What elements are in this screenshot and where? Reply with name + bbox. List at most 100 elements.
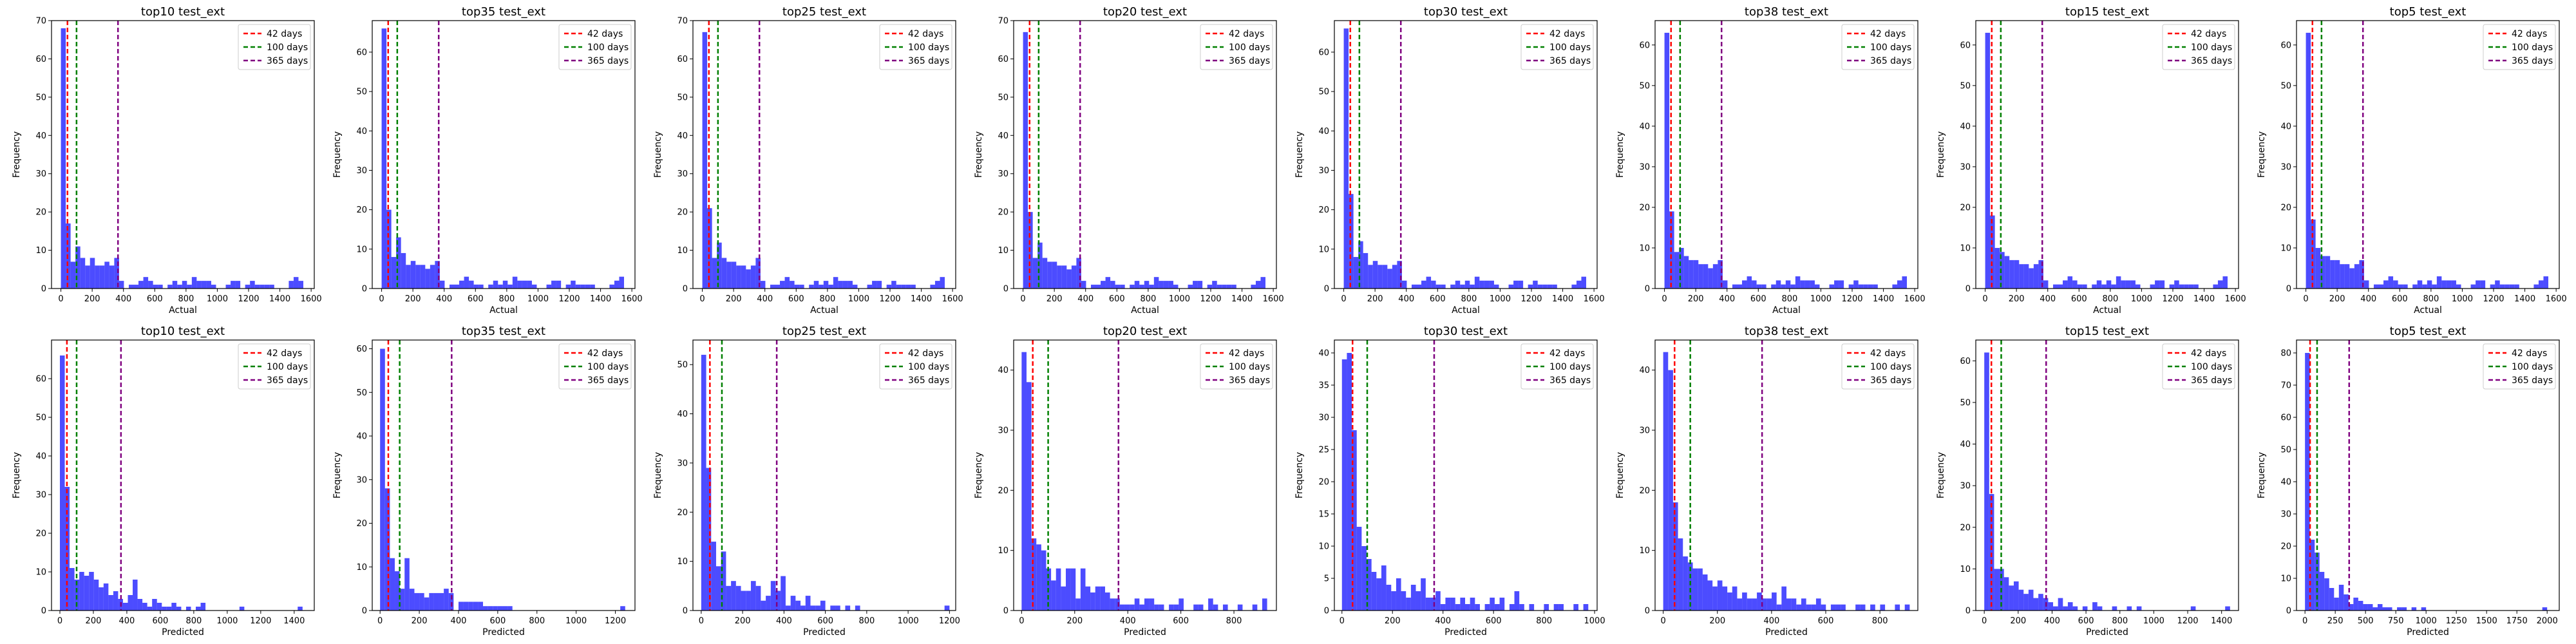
- x-tick-label: 1200: [939, 616, 960, 626]
- histogram-bar: [85, 265, 90, 289]
- legend-label-365-days: 365 days: [2191, 375, 2232, 386]
- histogram-bar: [2309, 540, 2315, 611]
- x-tick-label: 1250: [2446, 616, 2467, 626]
- histogram-bar: [2092, 284, 2097, 289]
- subplot-actual-7: 0 200 400 600 800 1000 1200 1400 1600 0 10 20 30 40 50…: [1936, 5, 2246, 316]
- histogram-bar: [1066, 269, 1072, 289]
- legend-label-42-days: 42 days: [908, 29, 943, 39]
- histogram-bar: [128, 595, 133, 611]
- histogram-bar: [531, 284, 537, 289]
- histogram-bar: [1742, 592, 1747, 611]
- histogram-bar: [1252, 604, 1258, 611]
- legend-label-100-days: 100 days: [2191, 362, 2232, 372]
- histogram-bar: [2387, 607, 2392, 611]
- histogram-bar: [2096, 280, 2102, 289]
- histogram-bar: [206, 281, 211, 289]
- histogram-bar: [473, 601, 478, 611]
- legend-label-365-days: 365 days: [1870, 56, 1911, 66]
- legend-label-365-days: 365 days: [267, 56, 308, 66]
- y-tick-label: 0: [1645, 285, 1650, 294]
- x-tick-label: 600: [153, 616, 169, 626]
- axes-frame: [1013, 20, 1277, 289]
- histogram-bar: [1445, 598, 1451, 611]
- histogram-bar: [399, 589, 405, 611]
- x-tick-label: 1200: [605, 616, 626, 626]
- y-tick-label: 25: [1318, 446, 1329, 455]
- legend-label-365-days: 365 days: [1549, 375, 1591, 386]
- legend-label-100-days: 100 days: [1229, 43, 1270, 53]
- legend-label-100-days: 100 days: [1229, 362, 1270, 372]
- histogram-bar: [867, 285, 873, 289]
- x-tick-label: 2000: [2537, 616, 2558, 626]
- y-axis-label: Frequency: [2257, 131, 2267, 178]
- histogram-bar: [449, 284, 455, 289]
- histogram-bar: [444, 589, 449, 611]
- x-tick-label: 200: [2329, 294, 2345, 304]
- histogram-bar: [1752, 598, 1757, 611]
- histogram-bar: [1712, 586, 1718, 611]
- histogram-bar: [1090, 285, 1096, 289]
- axes-frame: [372, 20, 636, 289]
- histogram-bar: [2004, 256, 2010, 289]
- histogram-bar: [289, 281, 294, 289]
- histogram-bar: [1363, 252, 1368, 289]
- histogram-bar: [502, 606, 508, 611]
- histogram-bar: [2344, 264, 2350, 289]
- subplot-title: top20 test_ext: [1103, 5, 1187, 19]
- histogram-bar: [1672, 502, 1678, 611]
- histogram-bar: [706, 468, 712, 611]
- histogram-bar: [2417, 280, 2423, 289]
- histogram-bar: [1679, 247, 1684, 289]
- histogram-bar: [1698, 264, 1703, 289]
- histogram-bar: [2106, 280, 2112, 289]
- x-tick-label: 1000: [1584, 616, 1605, 626]
- histogram-bar: [800, 605, 806, 611]
- y-tick-label: 50: [356, 388, 367, 398]
- histogram-bar: [2363, 604, 2368, 611]
- x-tick-label: 800: [1140, 294, 1156, 304]
- legend-label-42-days: 42 days: [587, 348, 623, 359]
- histogram-bar: [2048, 602, 2054, 611]
- y-tick-label: 30: [2280, 162, 2291, 172]
- histogram-bar: [1430, 598, 1436, 611]
- legend-label-365-days: 365 days: [587, 375, 629, 386]
- x-tick-label: 1500: [2476, 616, 2497, 626]
- histogram-bar: [1785, 280, 1791, 289]
- y-tick-label: 10: [35, 568, 46, 578]
- histogram-bar: [2018, 589, 2024, 611]
- x-tick-label: 800: [1781, 294, 1797, 304]
- subplot-actual-6: 0 200 400 600 800 1000 1200 1400 1600 0 10 20 30 40 50…: [1615, 5, 1926, 316]
- x-tick-label: 1000: [2143, 616, 2164, 626]
- legend-box: [238, 343, 311, 390]
- histogram-bar: [2388, 276, 2394, 289]
- histogram-bar: [1772, 592, 1777, 611]
- x-tick-label: 200: [1367, 294, 1383, 304]
- histogram-bar: [1026, 382, 1032, 611]
- x-tick-label: 1600: [1263, 294, 1284, 304]
- y-tick-label: 15: [1318, 510, 1329, 520]
- x-tick-label: 1400: [2514, 294, 2535, 304]
- legend-label-100-days: 100 days: [267, 362, 308, 372]
- histogram-bar: [717, 242, 722, 289]
- histogram-bar: [1573, 604, 1578, 611]
- histogram-bar: [2126, 606, 2132, 611]
- histogram-bar: [1120, 285, 1125, 289]
- histogram-bar: [741, 591, 746, 611]
- histogram-bar: [2000, 252, 2005, 289]
- histogram-bar: [551, 280, 556, 289]
- histogram-bar: [1571, 284, 1577, 289]
- histogram-bar: [1544, 604, 1549, 611]
- histogram-bar: [736, 265, 741, 289]
- x-tick-label: 1000: [565, 616, 587, 626]
- x-tick-label: 800: [1461, 294, 1477, 304]
- histogram-bar: [166, 607, 172, 611]
- x-tick-label: 1200: [1200, 294, 1221, 304]
- x-tick-label: 600: [1486, 616, 1502, 626]
- y-tick-label: 30: [998, 426, 1009, 436]
- histogram-bar: [2542, 607, 2548, 611]
- histogram-bar: [726, 585, 732, 611]
- histogram-bar: [2538, 280, 2544, 289]
- histogram-bar: [2193, 284, 2199, 289]
- histogram-bar: [1101, 281, 1106, 289]
- histogram-bar: [794, 285, 800, 289]
